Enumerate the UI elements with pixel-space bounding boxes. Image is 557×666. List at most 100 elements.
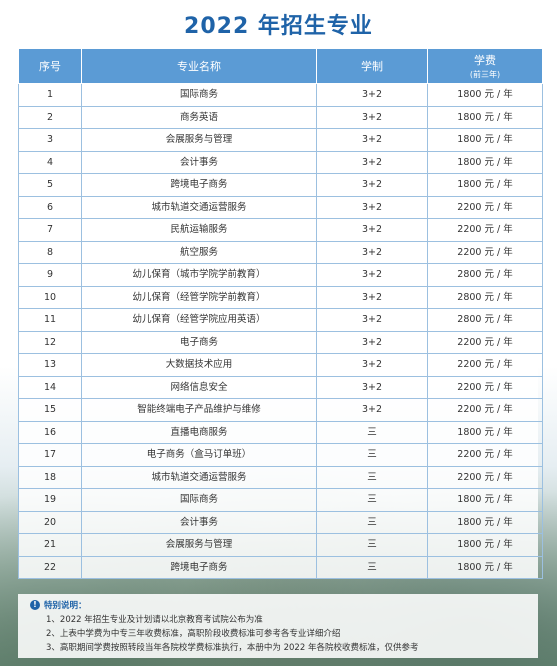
cell-system: 3+2 xyxy=(316,241,428,264)
special-notes: ! 特别说明： 1、2022 年招生专业及计划请以北京教育考试院公布为准 2、上… xyxy=(18,594,538,658)
table-row: 19 国际商务三 1800 元 / 年 xyxy=(18,488,543,512)
table-row: 21 会展服务与管理三 1800 元 / 年 xyxy=(18,533,543,557)
cell-system: 3+2 xyxy=(316,376,428,399)
cell-system: 三 xyxy=(316,511,428,534)
cell-name: 民航运输服务 xyxy=(81,218,317,242)
cell-no: 3 xyxy=(18,128,82,152)
cell-system: 三 xyxy=(316,421,428,444)
cell-system: 3+2 xyxy=(316,128,428,152)
table-row: 3 会展服务与管理 3+2 1800 元 / 年 xyxy=(18,128,543,152)
cell-system: 3+2 xyxy=(316,308,428,332)
cell-name: 幼儿保育（经管学院应用英语） xyxy=(81,308,317,332)
cell-no: 7 xyxy=(18,218,82,242)
notes-heading: 特别说明： xyxy=(44,601,87,611)
cell-no: 11 xyxy=(18,308,82,332)
table-row: 6 城市轨道交通运营服务 3+2 2200 元 / 年 xyxy=(18,196,543,219)
table-header-row: 序号 专业名称 学制 学费 (前三年) xyxy=(18,48,543,84)
cell-name: 会展服务与管理 xyxy=(81,533,317,557)
cell-no: 12 xyxy=(18,331,82,354)
cell-no: 19 xyxy=(18,488,82,512)
cell-name: 智能终端电子产品维护与维修 xyxy=(81,398,317,422)
cell-name: 国际商务 xyxy=(81,488,317,512)
table-row: 5 跨境电子商务 3+2 1800 元 / 年 xyxy=(18,173,543,197)
table-row: 9 幼儿保育（城市学院学前教育） 3+2 2800 元 / 年 xyxy=(18,263,543,287)
page-title: 2022 年招生专业 xyxy=(184,14,373,39)
cell-no: 17 xyxy=(18,443,82,467)
cell-fee: 1800 元 / 年 xyxy=(427,421,543,444)
cell-system: 三 xyxy=(316,533,428,557)
cell-name: 幼儿保育（城市学院学前教育） xyxy=(81,263,317,287)
cell-name: 直播电商服务 xyxy=(81,421,317,444)
cell-name: 会计事务 xyxy=(81,511,317,534)
cell-no: 10 xyxy=(18,286,82,309)
table-row: 14 网络信息安全 3+2 2200 元 / 年 xyxy=(18,376,543,399)
cell-system: 3+2 xyxy=(316,263,428,287)
cell-name: 国际商务 xyxy=(81,83,317,107)
table-row: 7 民航运输服务 3+2 2200 元 / 年 xyxy=(18,218,543,242)
cell-system: 3+2 xyxy=(316,286,428,309)
cell-system: 三 xyxy=(316,556,428,579)
cell-no: 21 xyxy=(18,533,82,557)
cell-fee: 2200 元 / 年 xyxy=(427,241,543,264)
table-row: 11 幼儿保育（经管学院应用英语） 3+2 2800 元 / 年 xyxy=(18,308,543,332)
header-fee: 学费 (前三年) xyxy=(427,48,543,84)
cell-no: 20 xyxy=(18,511,82,534)
table-row: 1 国际商务 3+2 1800 元 / 年 xyxy=(18,83,543,107)
cell-system: 3+2 xyxy=(316,218,428,242)
cell-system: 3+2 xyxy=(316,151,428,174)
cell-fee: 2800 元 / 年 xyxy=(427,308,543,332)
cell-no: 5 xyxy=(18,173,82,197)
cell-no: 8 xyxy=(18,241,82,264)
header-system: 学制 xyxy=(316,48,428,84)
cell-name: 会展服务与管理 xyxy=(81,128,317,152)
cell-name: 电子商务 xyxy=(81,331,317,354)
cell-system: 3+2 xyxy=(316,398,428,422)
table-row: 22 跨境电子商务三 1800 元 / 年 xyxy=(18,556,543,579)
cell-fee: 2200 元 / 年 xyxy=(427,353,543,377)
cell-fee: 2200 元 / 年 xyxy=(427,196,543,219)
cell-name: 会计事务 xyxy=(81,151,317,174)
cell-fee: 1800 元 / 年 xyxy=(427,511,543,534)
note-line: 3、高职期间学费按照转段当年各院校学费标准执行，本册中为 2022 年各院校收费… xyxy=(46,643,419,653)
cell-name: 城市轨道交通运营服务 xyxy=(81,196,317,219)
cell-name: 城市轨道交通运营服务 xyxy=(81,466,317,489)
cell-no: 18 xyxy=(18,466,82,489)
cell-fee: 2200 元 / 年 xyxy=(427,398,543,422)
cell-fee: 1800 元 / 年 xyxy=(427,106,543,129)
header-no: 序号 xyxy=(18,48,82,84)
table-row: 2 商务英语 3+2 1800 元 / 年 xyxy=(18,106,543,129)
cell-fee: 2200 元 / 年 xyxy=(427,331,543,354)
cell-system: 3+2 xyxy=(316,196,428,219)
table-row: 4 会计事务 3+2 1800 元 / 年 xyxy=(18,151,543,174)
cell-no: 9 xyxy=(18,263,82,287)
cell-fee: 2200 元 / 年 xyxy=(427,218,543,242)
table-row: 13 大数据技术应用 3+2 2200 元 / 年 xyxy=(18,353,543,377)
table-row: 18 城市轨道交通运营服务三 2200 元 / 年 xyxy=(18,466,543,489)
cell-no: 13 xyxy=(18,353,82,377)
cell-name: 大数据技术应用 xyxy=(81,353,317,377)
info-icon: ! xyxy=(30,600,40,610)
cell-no: 14 xyxy=(18,376,82,399)
cell-fee: 1800 元 / 年 xyxy=(427,128,543,152)
cell-no: 2 xyxy=(18,106,82,129)
header-fee-sub: (前三年) xyxy=(469,70,501,79)
cell-fee: 1800 元 / 年 xyxy=(427,556,543,579)
cell-system: 三 xyxy=(316,466,428,489)
cell-no: 22 xyxy=(18,556,82,579)
cell-no: 4 xyxy=(18,151,82,174)
cell-name: 跨境电子商务 xyxy=(81,173,317,197)
cell-name: 跨境电子商务 xyxy=(81,556,317,579)
cell-fee: 2800 元 / 年 xyxy=(427,263,543,287)
cell-fee: 1800 元 / 年 xyxy=(427,151,543,174)
cell-name: 电子商务（盒马订单班） xyxy=(81,443,317,467)
table-row: 8 航空服务 3+2 2200 元 / 年 xyxy=(18,241,543,264)
cell-fee: 1800 元 / 年 xyxy=(427,533,543,557)
cell-name: 航空服务 xyxy=(81,241,317,264)
cell-name: 幼儿保育（经管学院学前教育） xyxy=(81,286,317,309)
cell-fee: 1800 元 / 年 xyxy=(427,83,543,107)
cell-no: 6 xyxy=(18,196,82,219)
note-line: 1、2022 年招生专业及计划请以北京教育考试院公布为准 xyxy=(46,615,263,625)
cell-no: 1 xyxy=(18,83,82,107)
